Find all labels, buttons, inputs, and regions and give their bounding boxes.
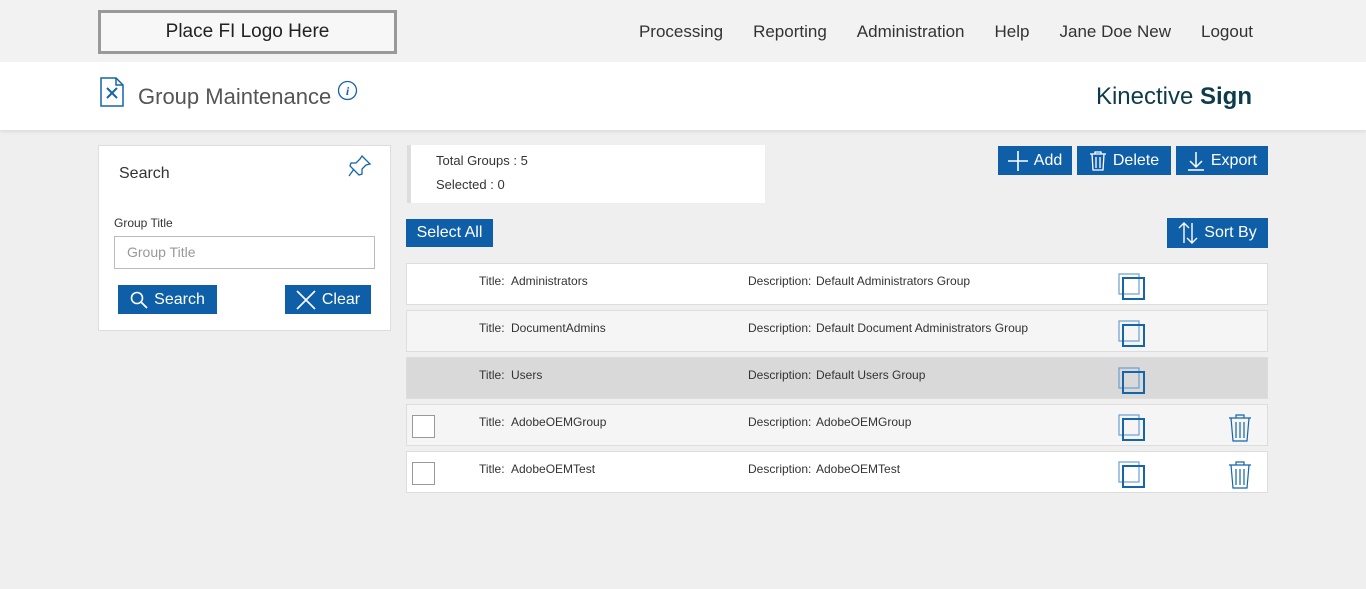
group-title: AdobeOEMTest (511, 462, 596, 476)
description-label: Description: (748, 462, 812, 476)
total-label: Total Groups : (436, 153, 517, 168)
logo: Place FI Logo Here (98, 10, 397, 54)
export-icon (1187, 151, 1204, 171)
group-row[interactable]: Title: AdobeOEMGroup Description: AdobeOEMG… (406, 404, 1268, 446)
clear-icon (296, 289, 316, 310)
sort-icon (1178, 222, 1198, 244)
group-row[interactable]: Title: AdobeOEMTest Description: AdobeOEMTe… (406, 451, 1268, 493)
nav-link[interactable]: Reporting (753, 22, 827, 41)
search-panel: Search Group Title Group Title Search Cl… (98, 145, 391, 331)
title-input[interactable]: Group Title (114, 236, 375, 269)
group-description: AdobeOEMGroup (816, 415, 912, 429)
total-groups: Total Groups : 5 (436, 153, 528, 168)
title-band (0, 62, 1366, 130)
pin-icon[interactable] (347, 153, 373, 179)
description-label: Description: (748, 321, 812, 335)
summary: Total Groups : 5 Selected : 0 (407, 145, 765, 203)
add-icon (1007, 150, 1028, 171)
description-label: Description: (748, 368, 812, 382)
search-icon (130, 291, 148, 309)
copy-icon[interactable] (1118, 320, 1146, 348)
clear-button[interactable]: Clear (285, 285, 371, 314)
svg-text:i: i (346, 84, 350, 98)
nav-link[interactable]: Help (994, 22, 1030, 41)
group-description: Default Users Group (816, 368, 926, 382)
group-title: Users (511, 368, 543, 382)
brand-name: Kinective (1095, 83, 1194, 110)
copy-icon[interactable] (1118, 461, 1146, 489)
selected-count: Selected : 0 (436, 177, 505, 192)
brand: Kinective Sign (1096, 83, 1252, 111)
sort-label: Sort By (1204, 224, 1257, 241)
search-label: Search (154, 290, 205, 308)
row-checkbox[interactable] (412, 415, 435, 438)
delete-action[interactable] (1228, 414, 1252, 445)
nav: Processing Reporting Administration Help Jan… (639, 22, 1253, 42)
sort-button[interactable]: Sort By (1167, 218, 1268, 248)
copy-action[interactable] (1118, 461, 1146, 492)
panel-title: Search (119, 165, 170, 182)
select-all-button[interactable]: Select All (406, 219, 493, 247)
title-label: Title: (479, 321, 505, 335)
group-description: AdobeOEMTest (816, 462, 901, 476)
title-label: Title: (479, 415, 505, 429)
group-title: DocumentAdmins (511, 321, 606, 335)
copy-icon[interactable] (1118, 273, 1146, 301)
page-icon (100, 77, 124, 107)
field-label: Group Title (114, 216, 173, 230)
title-label: Title: (479, 274, 505, 288)
group-title: AdobeOEMGroup (511, 415, 607, 429)
select-all-label: Select All (416, 224, 483, 241)
copy-icon[interactable] (1118, 367, 1146, 395)
trash-icon[interactable] (1228, 414, 1252, 442)
group-row[interactable]: Title: Administrators Description: Default … (406, 263, 1268, 305)
group-description: Default Administrators Group (816, 274, 971, 288)
group-title: Administrators (511, 274, 588, 288)
search-button[interactable]: Search (118, 285, 217, 314)
title-label: Title: (479, 368, 505, 382)
copy-action[interactable] (1118, 320, 1146, 351)
group-description: Default Document Administrators Group (816, 321, 1029, 335)
delete-label: Delete (1112, 151, 1160, 169)
selected-value: 0 (497, 177, 505, 192)
copy-action[interactable] (1118, 273, 1146, 304)
group-row[interactable]: Title: DocumentAdmins Description: Default … (406, 310, 1268, 352)
description-label: Description: (748, 274, 812, 288)
selected-label: Selected : (436, 177, 494, 192)
total-value: 5 (520, 153, 528, 168)
nav-link[interactable]: Administration (856, 22, 965, 41)
export-label: Export (1210, 151, 1258, 169)
row-checkbox[interactable] (412, 462, 435, 485)
delete-icon (1089, 150, 1106, 171)
brand-bold: Sign (1200, 83, 1252, 110)
info-icon[interactable]: i (337, 80, 358, 101)
description-label: Description: (748, 415, 812, 429)
copy-action[interactable] (1118, 367, 1146, 398)
delete-action[interactable] (1228, 461, 1252, 492)
nav-link[interactable]: Jane Doe New (1059, 22, 1171, 41)
copy-action[interactable] (1118, 414, 1146, 445)
page-title: Group Maintenance (138, 84, 332, 109)
nav-link[interactable]: Logout (1201, 22, 1253, 41)
clear-label: Clear (321, 290, 361, 308)
add-button[interactable]: Add (998, 146, 1072, 175)
nav-link[interactable]: Processing (638, 22, 724, 41)
export-button[interactable]: Export (1176, 146, 1268, 175)
title-label: Title: (479, 462, 505, 476)
group-row[interactable]: Title: Users Description: Default Users Gro… (406, 357, 1268, 399)
trash-icon[interactable] (1228, 461, 1252, 489)
add-label: Add (1033, 151, 1063, 169)
delete-button[interactable]: Delete (1077, 146, 1171, 175)
copy-icon[interactable] (1118, 414, 1146, 442)
